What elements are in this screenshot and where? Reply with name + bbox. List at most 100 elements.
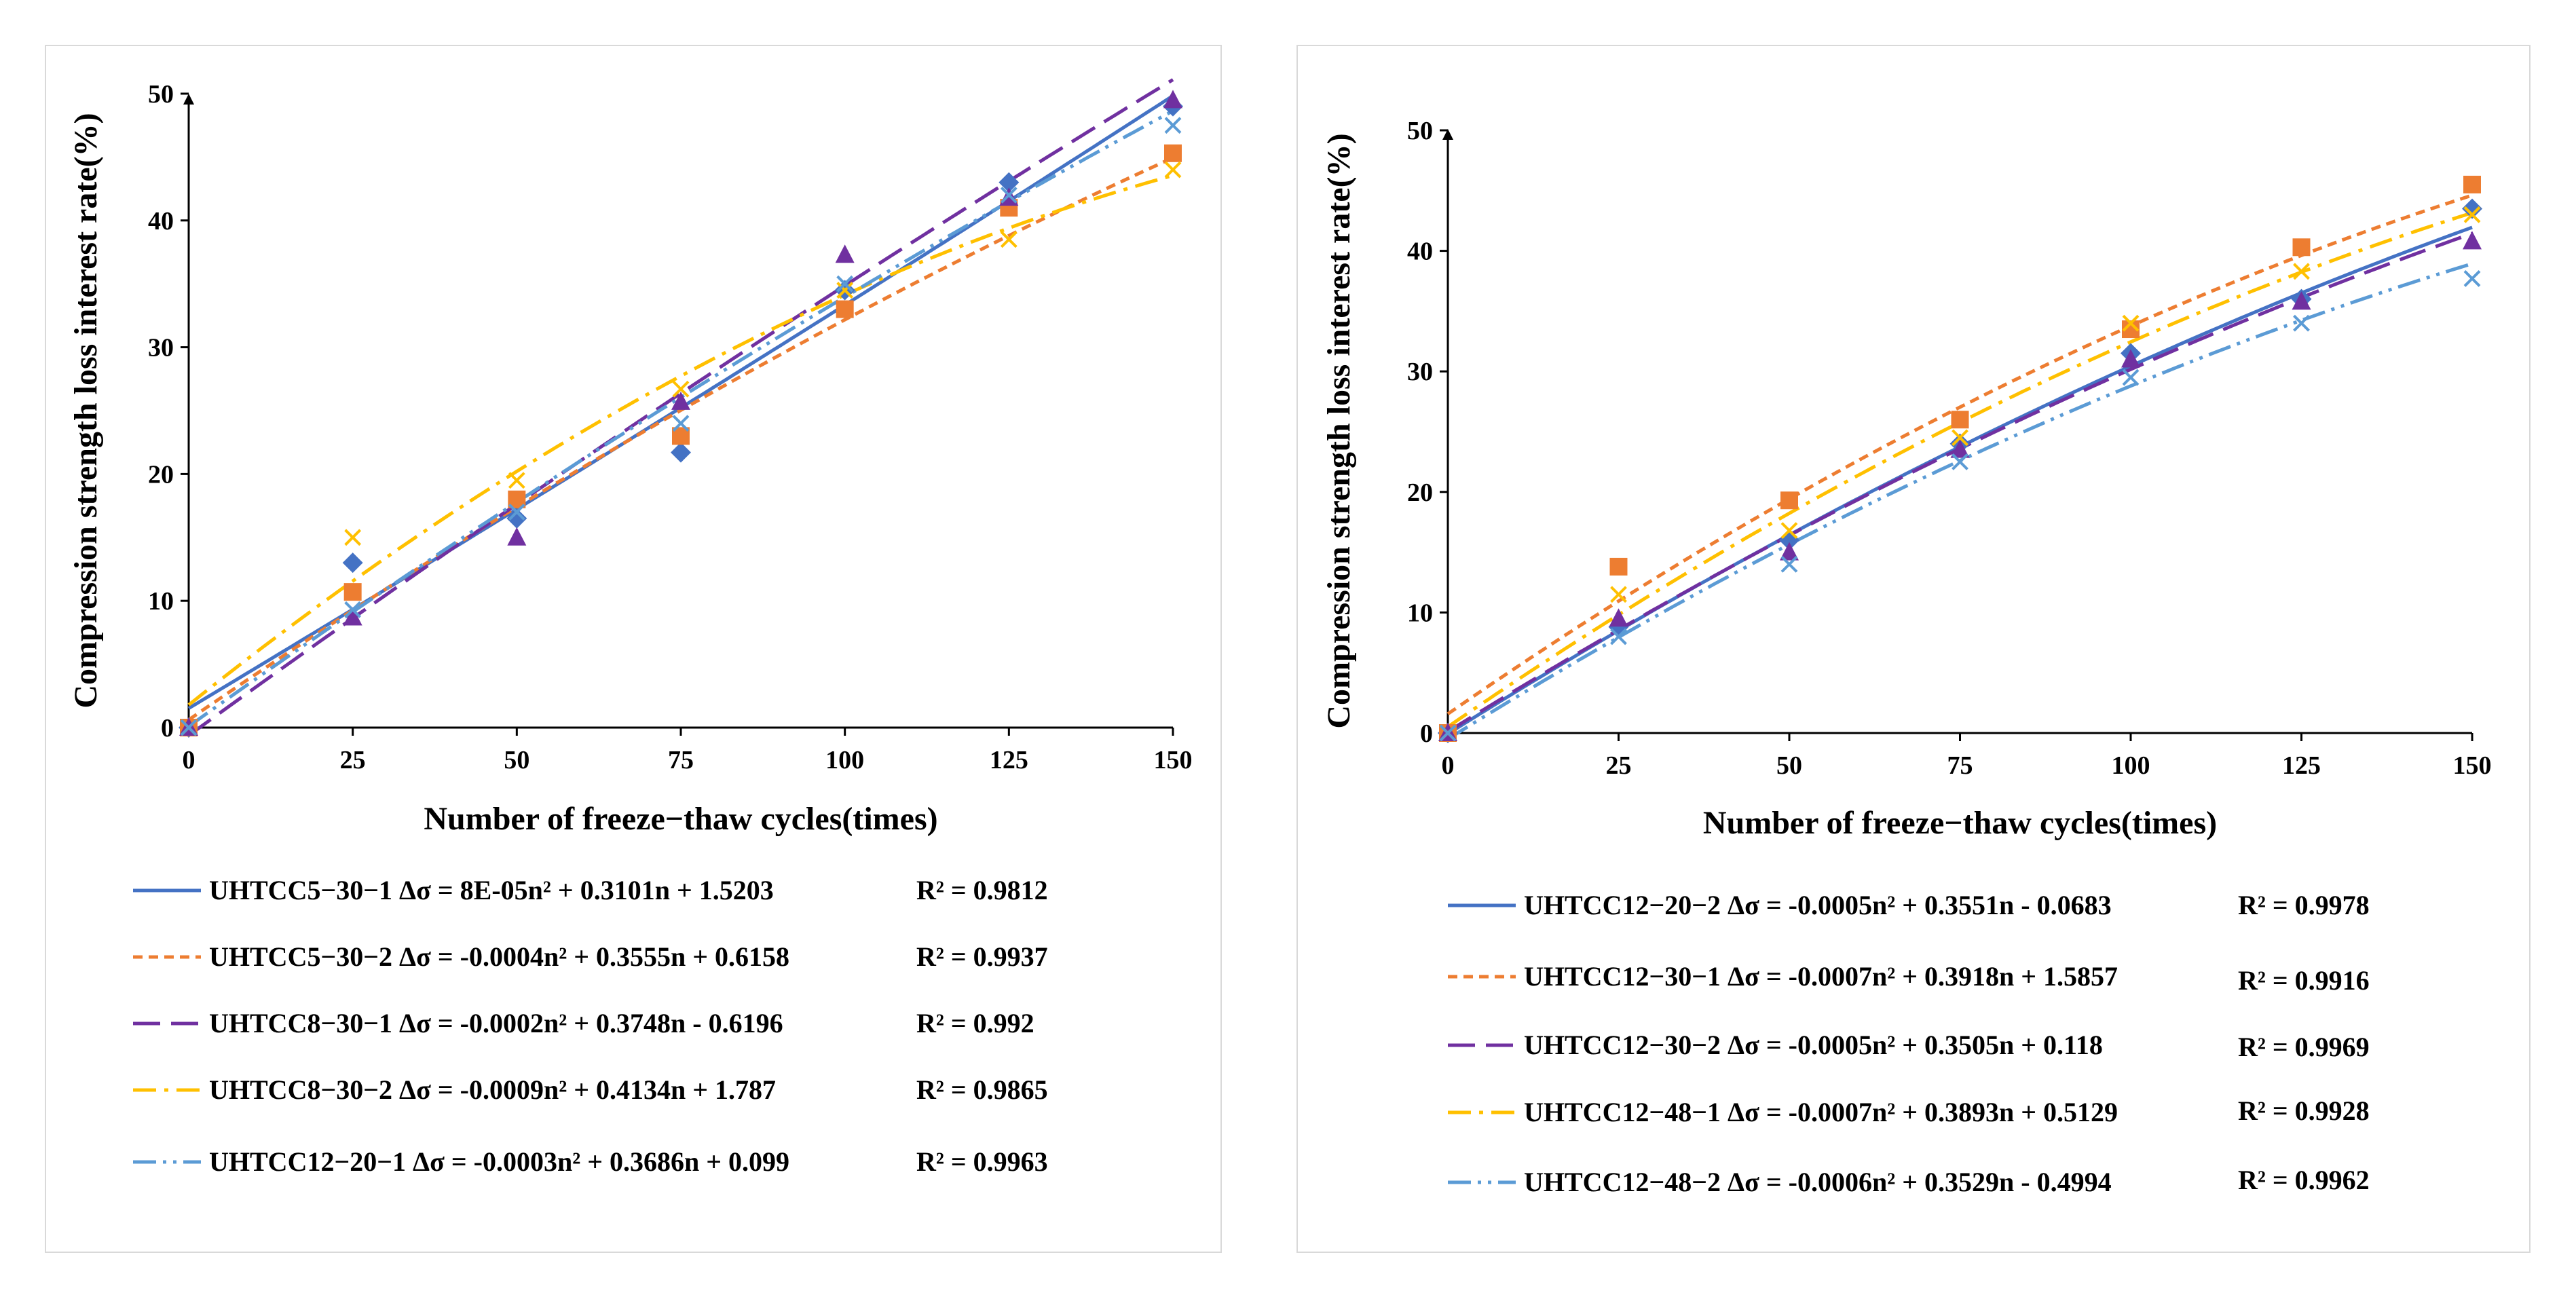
left-chart: 0 25 50 75 100 125 150 0 10 20 30 40 50 Number of fre… bbox=[68, 78, 1193, 1177]
data-point-UHTCC12−48−2 bbox=[2463, 270, 2481, 287]
data-point-UHTCC8−30−2 bbox=[1164, 161, 1182, 179]
y-axis-arrow-icon bbox=[1442, 129, 1453, 140]
data-point-UHTCC8−30−1 bbox=[671, 391, 690, 410]
data-point-UHTCC12−48−2 bbox=[1952, 453, 1968, 470]
x-tick-label: 25 bbox=[1606, 751, 1632, 780]
data-point-UHTCC12−30−1 bbox=[1780, 491, 1798, 510]
x-tick-label: 0 bbox=[1442, 751, 1455, 780]
legend-r-squared: R² = 0.9963 bbox=[916, 1146, 1048, 1177]
trendline-UHTCC12−30−2 bbox=[1446, 231, 2473, 734]
legend-r-squared: R² = 0.9812 bbox=[916, 875, 1048, 905]
data-point-UHTCC12−30−1 bbox=[2292, 238, 2311, 257]
data-point-UHTCC8−30−1 bbox=[1163, 90, 1182, 109]
x-axis-title: Number of freeze−thaw cycles(times) bbox=[424, 801, 937, 837]
y-tick-label: 20 bbox=[148, 460, 174, 489]
x-tick-label: 150 bbox=[2453, 751, 2492, 780]
data-point-UHTCC5−30−1 bbox=[671, 442, 691, 463]
legend-r-squared: R² = 0.9865 bbox=[916, 1074, 1048, 1105]
y-axis-arrow-icon bbox=[183, 94, 194, 105]
data-point-UHTCC12−48−1 bbox=[1610, 586, 1627, 603]
data-point-UHTCC12−48−2 bbox=[1610, 628, 1627, 645]
data-point-UHTCC12−30−2 bbox=[2463, 231, 2482, 250]
data-point-UHTCC12−48−1 bbox=[2463, 206, 2481, 223]
data-point-UHTCC12−48−2 bbox=[1439, 724, 1457, 742]
y-tick-label: 10 bbox=[148, 587, 174, 616]
legend-equation: UHTCC12−20−1 Δσ = -0.0003n² + 0.3686n + … bbox=[209, 1146, 789, 1177]
x-tick-label: 50 bbox=[504, 746, 529, 774]
x-tick-label: 50 bbox=[1776, 751, 1802, 780]
data-point-UHTCC12−30−2 bbox=[1950, 439, 1970, 458]
y-tick-label: 0 bbox=[1420, 719, 1433, 748]
data-point-UHTCC8−30−1 bbox=[835, 244, 855, 263]
data-point-UHTCC8−30−2 bbox=[836, 282, 854, 299]
legend-r-squared: R² = 0.9916 bbox=[2238, 965, 2370, 996]
data-point-UHTCC12−48−1 bbox=[1952, 429, 1968, 447]
data-point-UHTCC12−48−1 bbox=[1780, 522, 1798, 540]
trendline-UHTCC12−48−1 bbox=[1446, 211, 2473, 728]
data-point-UHTCC12−30−1 bbox=[2463, 175, 2481, 193]
data-point-UHTCC12−20−1 bbox=[1000, 187, 1018, 204]
trendline-UHTCC8−30−2 bbox=[187, 174, 1174, 707]
x-axis-title: Number of freeze−thaw cycles(times) bbox=[1703, 805, 2217, 841]
data-point-UHTCC12−20−1 bbox=[1164, 117, 1182, 134]
data-point-UHTCC8−30−2 bbox=[508, 472, 525, 489]
data-point-UHTCC8−30−1 bbox=[507, 527, 527, 546]
legend-r-squared: R² = 0.9937 bbox=[916, 941, 1048, 972]
data-point-UHTCC12−48−2 bbox=[1780, 555, 1798, 573]
legend-equation: UHTCC8−30−1 Δσ = -0.0002n² + 0.3748n - 0… bbox=[209, 1008, 783, 1038]
legend-r-squared: R² = 0.992 bbox=[916, 1008, 1034, 1038]
trendline-UHTCC12−20−2 bbox=[1446, 225, 2473, 736]
data-point-UHTCC12−30−2 bbox=[1609, 608, 1628, 627]
legend-equation: UHTCC8−30−2 Δσ = -0.0009n² + 0.4134n + 1… bbox=[209, 1074, 776, 1105]
x-tick-label: 25 bbox=[340, 746, 366, 774]
y-tick-label: 40 bbox=[148, 207, 174, 236]
x-tick-label: 75 bbox=[1947, 751, 1973, 780]
data-point-UHTCC5−30−1 bbox=[342, 552, 363, 574]
data-point-UHTCC12−48−2 bbox=[2293, 314, 2310, 332]
data-point-UHTCC8−30−1 bbox=[343, 607, 362, 626]
data-point-UHTCC8−30−2 bbox=[1000, 231, 1018, 248]
legend-equation: UHTCC12−20−2 Δσ = -0.0005n² + 0.3551n - … bbox=[1524, 890, 2112, 920]
legend-equation: UHTCC12−48−1 Δσ = -0.0007n² + 0.3893n + … bbox=[1524, 1097, 2118, 1127]
data-point-UHTCC12−30−1 bbox=[1609, 557, 1628, 576]
legend-r-squared: R² = 0.9978 bbox=[2238, 890, 2370, 920]
data-point-UHTCC12−20−2 bbox=[2462, 198, 2482, 219]
y-axis-title: Compression strength loss interest rate(… bbox=[1321, 133, 1357, 728]
y-tick-label: 10 bbox=[1407, 599, 1433, 627]
trendline-UHTCC12−48−2 bbox=[1446, 262, 2473, 741]
data-point-UHTCC12−20−1 bbox=[508, 504, 525, 521]
data-point-UHTCC12−20−1 bbox=[180, 719, 198, 736]
right-chart-frame bbox=[1296, 45, 2531, 1253]
legend-equation: UHTCC5−30−2 Δσ = -0.0004n² + 0.3555n + 0… bbox=[209, 941, 789, 972]
data-point-UHTCC8−30−2 bbox=[344, 529, 362, 546]
data-point-UHTCC5−30−1 bbox=[506, 508, 527, 529]
legend-equation: UHTCC12−48−2 Δσ = -0.0006n² + 0.3529n - … bbox=[1524, 1167, 2112, 1197]
x-tick-label: 100 bbox=[825, 746, 864, 774]
left-chart-frame bbox=[45, 45, 1222, 1253]
x-tick-label: 150 bbox=[1154, 746, 1193, 774]
legend-equation: UHTCC12−30−1 Δσ = -0.0007n² + 0.3918n + … bbox=[1524, 961, 2118, 992]
data-point-UHTCC12−30−1 bbox=[1951, 411, 1969, 429]
x-tick-label: 100 bbox=[2112, 751, 2150, 780]
x-tick-label: 125 bbox=[2282, 751, 2321, 780]
data-point-UHTCC12−48−1 bbox=[2293, 263, 2310, 280]
x-tick-label: 0 bbox=[183, 746, 195, 774]
data-point-UHTCC5−30−2 bbox=[836, 300, 854, 318]
y-tick-label: 20 bbox=[1407, 478, 1433, 507]
legend-r-squared: R² = 0.9928 bbox=[2238, 1095, 2370, 1126]
legend-equation: UHTCC5−30−1 Δσ = 8E-05n² + 0.3101n + 1.5… bbox=[209, 875, 774, 905]
right-chart: 0 25 50 75 100 125 150 0 10 20 30 40 50 Number of fre… bbox=[1321, 117, 2492, 1197]
data-point-UHTCC12−30−2 bbox=[2292, 291, 2311, 310]
y-tick-label: 30 bbox=[148, 334, 174, 362]
y-tick-label: 0 bbox=[161, 714, 174, 743]
data-point-UHTCC5−30−2 bbox=[1164, 144, 1182, 162]
data-point-UHTCC5−30−2 bbox=[343, 583, 362, 601]
legend-equation: UHTCC12−30−2 Δσ = -0.0005n² + 0.3505n + … bbox=[1524, 1030, 2103, 1060]
data-point-UHTCC12−30−2 bbox=[2121, 349, 2140, 368]
data-point-UHTCC12−20−1 bbox=[672, 415, 690, 432]
y-axis-title: Compression strength loss interest rate(… bbox=[68, 113, 104, 708]
legend-r-squared: R² = 0.9962 bbox=[2238, 1165, 2370, 1195]
data-point-UHTCC8−30−2 bbox=[672, 380, 690, 398]
data-point-UHTCC12−48−2 bbox=[2122, 369, 2140, 386]
